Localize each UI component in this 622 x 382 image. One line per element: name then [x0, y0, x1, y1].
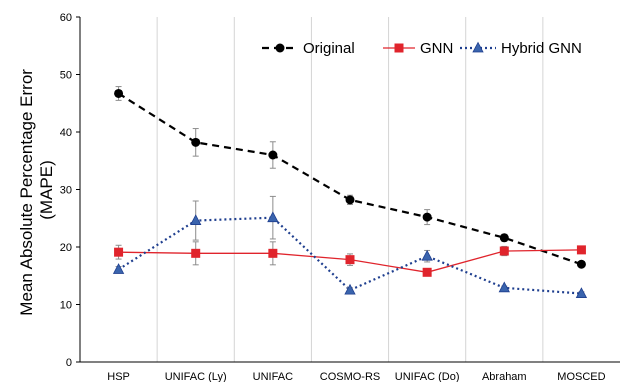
y-axis-title-line-2: (MAPE) [37, 160, 56, 220]
legend: Original GNN Hybrid GNN [262, 40, 582, 57]
y-tick-label: 30 [60, 185, 72, 197]
data-point [268, 150, 278, 160]
legend-marker [394, 43, 404, 53]
y-tick-label: 0 [66, 357, 72, 369]
data-point [576, 245, 586, 255]
x-tick-label: MOSCED [557, 371, 605, 382]
series-hybrid-gnn [112, 195, 588, 298]
y-axis-title-line-1: Mean Absolute Percentage Error [17, 69, 36, 316]
x-tick-label: UNIFAC (Ly) [165, 371, 227, 382]
x-tick-labels: HSP UNIFAC (Ly) UNIFAC COSMO-RS UNIFAC (Do) A… [107, 371, 605, 382]
y-tick-label: 20 [60, 242, 72, 254]
y-tick-label: 10 [60, 300, 72, 312]
x-tick-label: UNIFAC (Do) [395, 371, 460, 382]
data-point [112, 263, 125, 274]
data-point [114, 88, 124, 98]
y-tick-label: 50 [60, 70, 72, 82]
data-point [498, 281, 510, 293]
y-tick-label: 60 [60, 12, 72, 24]
data-point [422, 212, 432, 222]
y-tick-label: 40 [60, 127, 72, 139]
series-line [117, 92, 582, 266]
data-point [267, 211, 279, 223]
data-point [190, 214, 202, 225]
y-ticks: 0 10 20 30 40 50 60 [60, 12, 80, 369]
data-point [268, 248, 278, 258]
data-series [112, 86, 588, 298]
legend-marker [472, 41, 484, 53]
x-tick-label: COSMO-RS [320, 371, 381, 382]
data-point [191, 137, 201, 147]
legend-entry-hybrid-gnn: Hybrid GNN [460, 40, 582, 57]
legend-label: GNN [420, 40, 453, 57]
y-axis-title: Mean Absolute Percentage Error (MAPE) [17, 64, 56, 315]
data-point [575, 287, 588, 298]
data-point [422, 267, 432, 277]
data-point [499, 233, 509, 243]
legend-entry-original: Original [262, 40, 355, 57]
category-separators [156, 17, 544, 362]
axes [79, 17, 620, 363]
legend-marker [275, 43, 285, 53]
data-point [421, 249, 433, 261]
series-gnn [114, 241, 586, 277]
series-original [114, 86, 586, 269]
data-point [345, 255, 355, 265]
x-tick-label: UNIFAC [253, 371, 293, 382]
data-point [345, 195, 355, 205]
legend-label: Hybrid GNN [501, 40, 582, 57]
data-point [499, 246, 509, 256]
x-tick-label: Abraham [482, 371, 527, 382]
data-point [344, 283, 356, 295]
data-point [191, 248, 201, 258]
legend-label: Original [303, 40, 355, 57]
legend-entry-gnn: GNN [383, 40, 453, 57]
data-point [114, 247, 124, 257]
x-tick-label: HSP [107, 371, 130, 382]
data-point [576, 259, 586, 269]
